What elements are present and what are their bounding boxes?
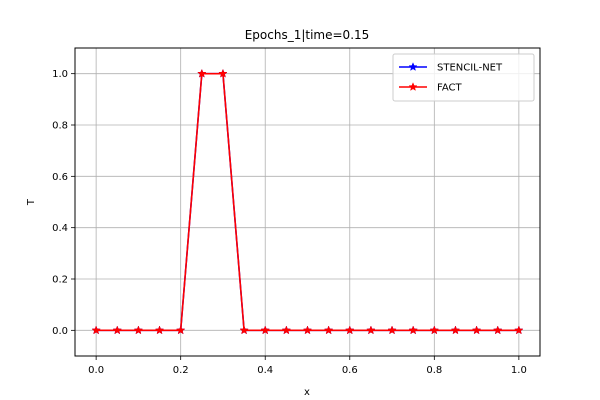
- fact-point: [345, 325, 355, 335]
- y-tick-label: 0.4: [52, 223, 68, 234]
- legend-fact-marker: [408, 82, 418, 91]
- x-tick-label: 0.4: [257, 365, 273, 376]
- y-tick-label: 1.0: [52, 69, 68, 80]
- fact-point: [387, 325, 397, 335]
- x-axis-label: x: [304, 387, 310, 398]
- legend-box: [392, 53, 535, 102]
- y-tick-label: 0.6: [52, 172, 68, 183]
- fact-point: [218, 68, 228, 78]
- fact-point: [366, 325, 376, 335]
- axes-frame: [74, 47, 541, 357]
- fact-point: [429, 325, 439, 335]
- fact-point: [260, 325, 270, 335]
- x-tick-label: 0.8: [426, 365, 442, 376]
- y-tick-label: 0.8: [52, 121, 68, 132]
- x-tick-label: 1.0: [511, 365, 527, 376]
- fact-point: [471, 325, 482, 335]
- plot-area: [91, 68, 524, 335]
- fact-point: [133, 325, 144, 335]
- x-tick-label: 0.2: [173, 365, 189, 376]
- x-tick-label: 0.0: [88, 365, 104, 376]
- legend-stencil-net-marker: [408, 62, 418, 71]
- fact-point: [408, 325, 418, 335]
- fact-point: [91, 325, 101, 335]
- legend-label: FACT: [437, 83, 462, 94]
- chart-title: Epochs_1|time=0.15: [245, 28, 370, 42]
- x-tick-label: 0.6: [342, 365, 358, 376]
- legend-label: STENCIL-NET: [437, 63, 503, 74]
- legend: STENCIL-NET FACT: [392, 53, 535, 102]
- fact-point: [112, 325, 122, 335]
- y-tick-label: 0.0: [52, 326, 68, 337]
- fact-point: [450, 325, 461, 335]
- fact-point: [197, 68, 207, 78]
- fact-point: [154, 325, 165, 335]
- fact-point: [281, 325, 292, 335]
- y-axis-label: T: [26, 198, 37, 206]
- y-tick-label: 0.2: [52, 275, 68, 286]
- fact-point: [323, 325, 334, 335]
- fact-point: [176, 325, 186, 335]
- fact-point: [493, 325, 503, 335]
- fact-point: [239, 325, 249, 335]
- fact-point: [514, 325, 524, 335]
- fact-point: [302, 325, 313, 335]
- grid: [75, 48, 540, 356]
- axis-ticks: 0.0 0.2 0.4 0.6 0.8 1.0 0.0 0.2 0.4 0.6 0.8 1.0: [52, 69, 527, 376]
